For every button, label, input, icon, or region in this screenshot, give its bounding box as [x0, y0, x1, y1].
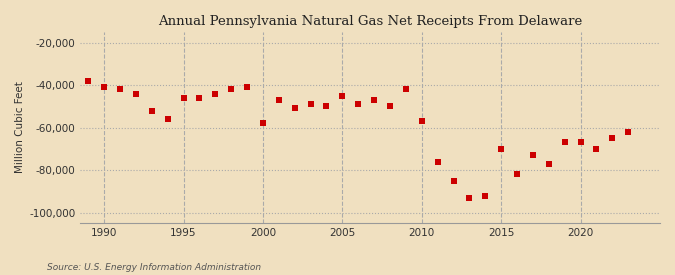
Point [528, 153, 539, 157]
Point [464, 196, 475, 200]
Point [337, 94, 348, 98]
Point [495, 147, 506, 151]
Point [623, 130, 634, 134]
Point [242, 85, 252, 89]
Point [591, 147, 602, 151]
Point [290, 106, 300, 111]
Point [543, 161, 554, 166]
Title: Annual Pennsylvania Natural Gas Net Receipts From Delaware: Annual Pennsylvania Natural Gas Net Rece… [158, 15, 583, 28]
Point [99, 85, 109, 89]
Point [258, 121, 269, 125]
Point [369, 98, 379, 102]
Point [480, 193, 491, 198]
Point [146, 108, 157, 113]
Point [448, 178, 459, 183]
Point [178, 96, 189, 100]
Point [512, 172, 522, 177]
Point [385, 104, 396, 109]
Y-axis label: Million Cubic Feet: Million Cubic Feet [15, 82, 25, 174]
Point [400, 87, 411, 92]
Point [273, 98, 284, 102]
Point [162, 117, 173, 121]
Point [432, 159, 443, 164]
Point [305, 102, 316, 106]
Point [115, 87, 126, 92]
Point [321, 104, 332, 109]
Point [416, 119, 427, 123]
Point [210, 91, 221, 96]
Text: Source: U.S. Energy Information Administration: Source: U.S. Energy Information Administ… [47, 263, 261, 272]
Point [83, 79, 94, 83]
Point [607, 136, 618, 140]
Point [575, 140, 586, 145]
Point [225, 87, 236, 92]
Point [353, 102, 364, 106]
Point [560, 140, 570, 145]
Point [194, 96, 205, 100]
Point [130, 91, 141, 96]
